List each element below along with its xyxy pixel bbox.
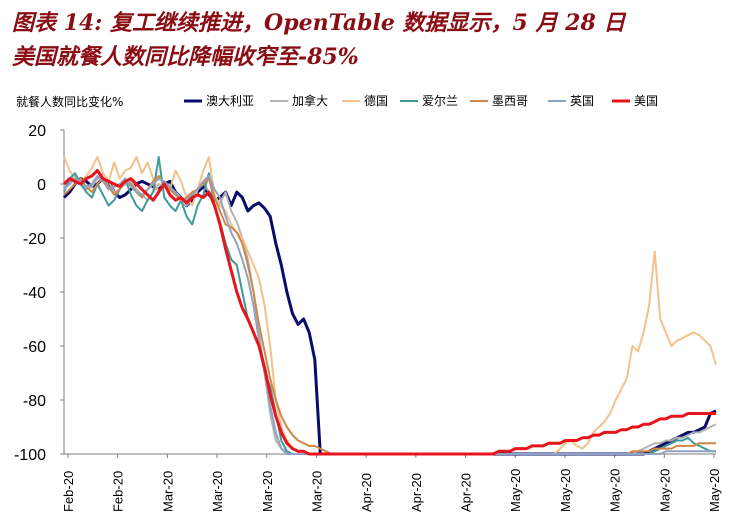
- series-line-0: [62, 177, 717, 456]
- title-line-1: 图表 14: 复工继续推进，OpenTable 数据显示，5 月 28 日: [12, 10, 626, 36]
- legend: 澳大利亚 加拿大 德国 爱尔兰 墨西哥 英国 美国: [184, 93, 658, 108]
- y-tick-label: -80: [23, 393, 46, 410]
- x-tick-label: May-20: [657, 469, 672, 512]
- y-axis-label: 就餐人数同比变化%: [16, 94, 123, 109]
- x-tick-label: May-20: [707, 469, 722, 512]
- series-line-4: [63, 174, 716, 455]
- x-tick-label: Mar-20: [260, 471, 275, 512]
- series-line-3: [63, 156, 716, 455]
- series-line-6: [62, 169, 716, 456]
- y-tick-label: 0: [37, 177, 46, 194]
- legend-label: 澳大利亚: [206, 94, 254, 108]
- x-tick-label: Apr-20: [459, 473, 474, 512]
- x-tick-label: Mar-20: [309, 471, 324, 512]
- y-axis: 20 0 -20 -40 -60 -80 -100: [14, 123, 65, 464]
- x-tick-label: Mar-20: [210, 471, 225, 512]
- legend-label: 爱尔兰: [422, 93, 458, 108]
- x-tick-label: Apr-20: [409, 473, 424, 512]
- series-line-5: [63, 174, 716, 455]
- x-tick-label: May-20: [608, 469, 623, 512]
- series-line-1: [63, 172, 717, 455]
- legend-label: 美国: [634, 94, 658, 108]
- y-tick-label: -100: [14, 447, 46, 464]
- y-tick-label: -20: [23, 231, 46, 248]
- x-tick-label: Feb-20: [111, 471, 126, 512]
- x-tick-label: Mar-20: [160, 471, 175, 512]
- y-tick-label: -60: [23, 339, 46, 356]
- y-tick-label: -40: [23, 285, 46, 302]
- x-tick-label: May-20: [558, 469, 573, 512]
- series-line-2: [63, 156, 717, 455]
- x-axis: Feb-20 Feb-20 Mar-20 Mar-20 Mar-20 Mar-20 Apr-…: [61, 453, 722, 512]
- legend-label: 英国: [570, 94, 594, 108]
- legend-label: 德国: [364, 93, 388, 108]
- legend-label: 墨西哥: [492, 94, 528, 108]
- title-line-2: 美国就餐人数同比降幅收窄至-85%: [12, 44, 359, 70]
- series-lines: [62, 156, 717, 456]
- chart-title: 图表 14: 复工继续推进，OpenTable 数据显示，5 月 28 日 美国…: [12, 6, 736, 74]
- y-tick-label: 20: [28, 123, 46, 140]
- x-tick-label: Apr-20: [359, 473, 374, 512]
- x-tick-label: May-20: [508, 469, 523, 512]
- x-tick-label: Feb-20: [61, 471, 76, 512]
- legend-label: 加拿大: [292, 93, 328, 108]
